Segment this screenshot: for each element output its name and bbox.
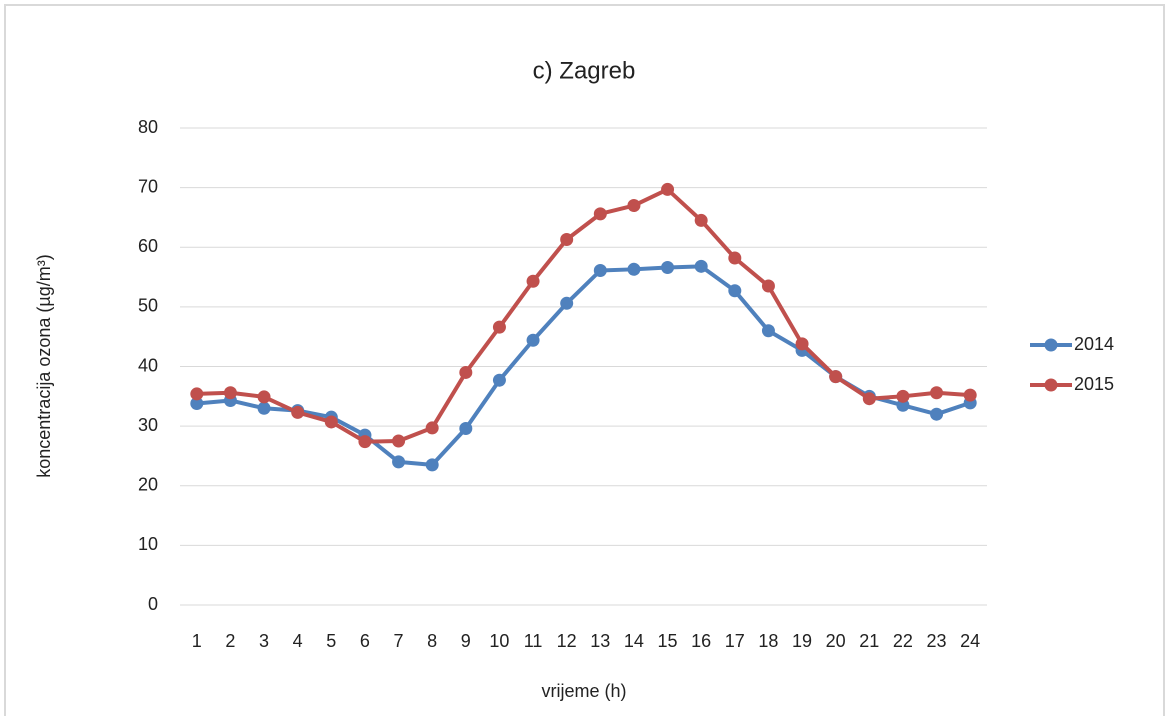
- data-point: [257, 401, 271, 415]
- data-point: [896, 398, 910, 412]
- y-tick-label: 0: [148, 594, 158, 614]
- y-tick-label: 10: [138, 534, 158, 554]
- x-tick-label: 6: [360, 631, 370, 651]
- x-tick-label: 7: [394, 631, 404, 651]
- data-point: [459, 365, 473, 379]
- data-point: [627, 199, 641, 213]
- data-point: [492, 373, 506, 387]
- x-tick-label: 9: [461, 631, 471, 651]
- x-tick-label: 19: [792, 631, 812, 651]
- x-tick-label: 5: [326, 631, 336, 651]
- data-point: [761, 324, 775, 338]
- x-tick-label: 20: [826, 631, 846, 651]
- data-point: [963, 388, 977, 402]
- legend-label: 2014: [1074, 334, 1114, 354]
- x-tick-label: 13: [590, 631, 610, 651]
- y-axis-label: koncentracija ozona (µg/m³): [34, 254, 54, 477]
- data-point: [492, 320, 506, 334]
- y-tick-label: 70: [138, 176, 158, 196]
- data-point: [896, 389, 910, 403]
- x-tick-label: 18: [758, 631, 778, 651]
- y-tick-label: 50: [138, 296, 158, 316]
- x-tick-label: 22: [893, 631, 913, 651]
- y-tick-label: 20: [138, 475, 158, 495]
- data-point: [829, 370, 843, 384]
- data-point: [560, 296, 574, 310]
- chart-frame: [4, 4, 1165, 721]
- data-point: [526, 333, 540, 347]
- data-point: [728, 251, 742, 265]
- data-point: [930, 386, 944, 400]
- data-point: [425, 421, 439, 435]
- data-point: [661, 182, 675, 196]
- legend-marker: [1044, 338, 1058, 352]
- data-point: [593, 264, 607, 278]
- data-point: [291, 405, 305, 419]
- data-point: [392, 434, 406, 448]
- data-point: [358, 435, 372, 449]
- x-tick-label: 16: [691, 631, 711, 651]
- y-tick-label: 30: [138, 415, 158, 435]
- data-point: [930, 407, 944, 421]
- x-tick-label: 11: [524, 631, 543, 651]
- x-tick-label: 3: [259, 631, 269, 651]
- y-tick-label: 60: [138, 236, 158, 256]
- x-tick-label: 21: [859, 631, 879, 651]
- y-tick-label: 80: [138, 117, 158, 137]
- x-tick-label: 1: [192, 631, 202, 651]
- data-point: [694, 259, 708, 273]
- x-tick-label: 10: [489, 631, 509, 651]
- data-point: [526, 274, 540, 288]
- data-point: [862, 392, 876, 406]
- x-tick-label: 15: [658, 631, 678, 651]
- data-point: [694, 213, 708, 227]
- data-point: [425, 458, 439, 472]
- data-point: [728, 284, 742, 298]
- x-axis-label: vrijeme (h): [541, 681, 626, 701]
- data-point: [223, 386, 237, 400]
- data-point: [761, 279, 775, 293]
- x-tick-label: 12: [557, 631, 577, 651]
- x-tick-label: 23: [927, 631, 947, 651]
- data-point: [324, 415, 338, 429]
- x-tick-label: 2: [225, 631, 235, 651]
- x-tick-label: 14: [624, 631, 644, 651]
- x-tick-label: 4: [293, 631, 303, 651]
- data-point: [661, 261, 675, 275]
- chart-title: c) Zagreb: [533, 57, 636, 84]
- x-tick-label: 17: [725, 631, 745, 651]
- data-point: [392, 455, 406, 469]
- data-point: [257, 390, 271, 404]
- data-point: [560, 232, 574, 246]
- data-point: [593, 207, 607, 221]
- data-point: [190, 387, 204, 401]
- data-point: [190, 396, 204, 410]
- legend-marker: [1044, 378, 1058, 392]
- data-point: [459, 422, 473, 436]
- legend-label: 2015: [1074, 374, 1114, 394]
- data-point: [795, 337, 809, 351]
- y-tick-label: 40: [138, 355, 158, 375]
- x-tick-label: 8: [427, 631, 437, 651]
- data-point: [627, 262, 641, 276]
- x-tick-label: 24: [960, 631, 980, 651]
